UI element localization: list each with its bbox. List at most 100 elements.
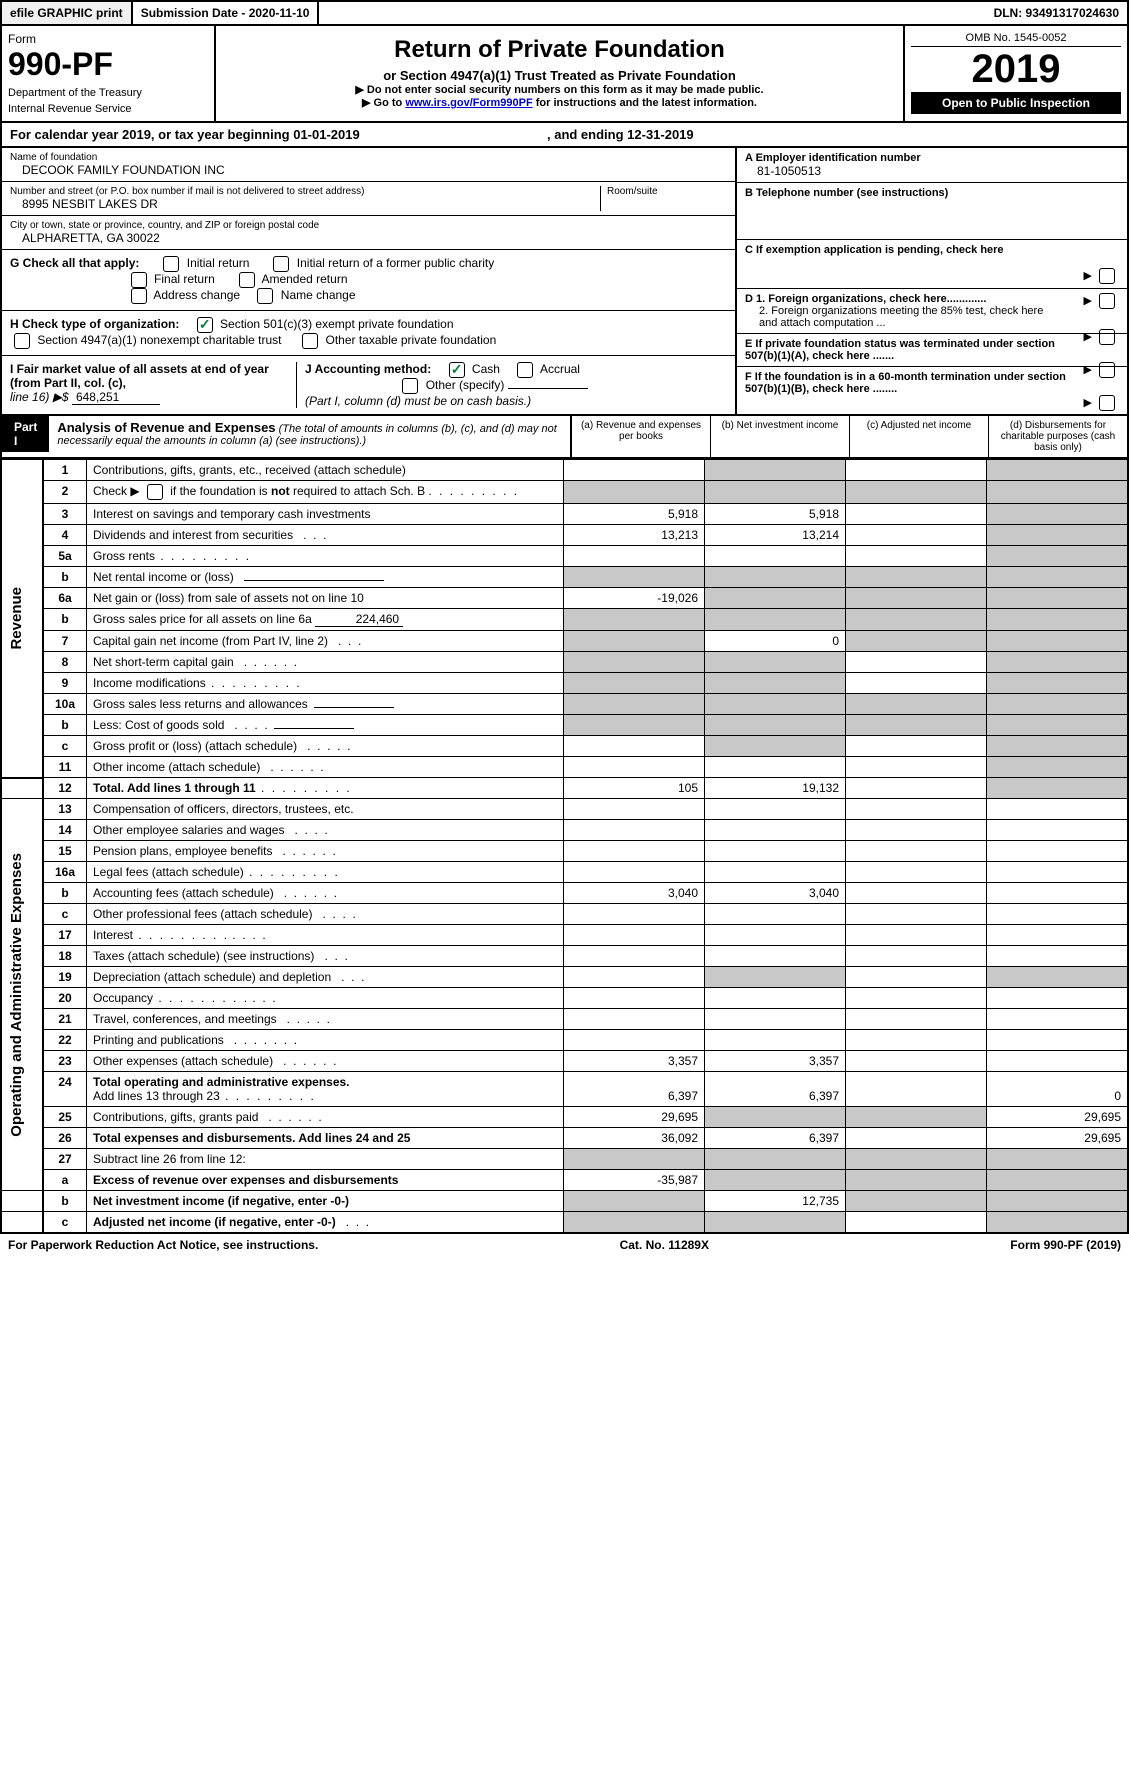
i-value: 648,251 <box>72 390 160 405</box>
l10b-input[interactable] <box>274 728 354 729</box>
accrual-checkbox[interactable] <box>517 362 533 378</box>
room-label: Room/suite <box>607 186 727 197</box>
other-taxable-label: Other taxable private foundation <box>326 333 497 347</box>
col-d-header: (d) Disbursements for charitable purpose… <box>988 416 1127 457</box>
initial-return-label: Initial return <box>187 256 250 270</box>
other-method-input[interactable] <box>508 388 588 389</box>
part1-title: Analysis of Revenue and Expenses <box>57 420 275 435</box>
name-change-checkbox[interactable] <box>257 288 273 304</box>
header-center: Return of Private Foundation or Section … <box>216 26 905 121</box>
form-subtitle: or Section 4947(a)(1) Trust Treated as P… <box>222 68 897 83</box>
instr-2: ▶ Go to www.irs.gov/Form990PF for instru… <box>222 96 897 109</box>
l9-desc: Income modifications <box>93 676 206 690</box>
l16b-b: 3,040 <box>705 883 846 904</box>
table-row: 3 Interest on savings and temporary cash… <box>1 504 1128 525</box>
table-row: c Other professional fees (attach schedu… <box>1 904 1128 925</box>
dept-treasury: Department of the Treasury <box>8 87 208 99</box>
form-number: 990-PF <box>8 46 208 83</box>
l3-b: 5,918 <box>705 504 846 525</box>
other-method-checkbox[interactable] <box>402 378 418 394</box>
l27c-desc: Adjusted net income (if negative, enter … <box>93 1215 336 1229</box>
l23-a: 3,357 <box>564 1051 705 1072</box>
l27b-b: 12,735 <box>705 1191 846 1212</box>
foundation-name: DECOOK FAMILY FOUNDATION INC <box>10 163 727 177</box>
table-row: 8 Net short-term capital gain . . . . . … <box>1 652 1128 673</box>
cash-checkbox[interactable] <box>449 362 465 378</box>
street-address: 8995 NESBIT LAKES DR <box>10 197 600 211</box>
instr-1: ▶ Do not enter social security numbers o… <box>222 83 897 96</box>
l6a-desc: Net gain or (loss) from sale of assets n… <box>87 588 564 609</box>
other-taxable-checkbox[interactable] <box>302 333 318 349</box>
table-row: 10a Gross sales less returns and allowan… <box>1 694 1128 715</box>
header-left: Form 990-PF Department of the Treasury I… <box>2 26 216 121</box>
footer-right: Form 990-PF (2019) <box>1010 1238 1121 1252</box>
l23-desc: Other expenses (attach schedule) <box>93 1054 273 1068</box>
amended-checkbox[interactable] <box>239 272 255 288</box>
table-row: 16a Legal fees (attach schedule) <box>1 862 1128 883</box>
table-row: c Gross profit or (loss) (attach schedul… <box>1 736 1128 757</box>
l19-desc: Depreciation (attach schedule) and deple… <box>93 970 331 984</box>
4947-checkbox[interactable] <box>14 333 30 349</box>
table-row: 11 Other income (attach schedule) . . . … <box>1 757 1128 778</box>
d1-label: D 1. Foreign organizations, check here..… <box>745 293 986 305</box>
l3-desc: Interest on savings and temporary cash i… <box>87 504 564 525</box>
table-row: b Net rental income or (loss) <box>1 567 1128 588</box>
efile-button[interactable]: efile GRAPHIC print <box>2 2 133 24</box>
l2-checkbox[interactable] <box>147 484 163 500</box>
addr-change-checkbox[interactable] <box>131 288 147 304</box>
l10b-desc: Less: Cost of goods sold <box>93 718 224 732</box>
l16b-desc: Accounting fees (attach schedule) <box>93 886 274 900</box>
amended-label: Amended return <box>261 272 347 286</box>
calendar-year-row: For calendar year 2019, or tax year begi… <box>0 123 1129 148</box>
table-row: 24 Total operating and administrative ex… <box>1 1072 1128 1107</box>
other-method-label: Other (specify) <box>426 378 505 392</box>
l5b-input[interactable] <box>244 580 384 581</box>
table-row: b Less: Cost of goods sold . . . . <box>1 715 1128 736</box>
g-check-row: G Check all that apply: Initial return I… <box>2 250 735 311</box>
l3-a: 5,918 <box>564 504 705 525</box>
l26-d: 29,695 <box>987 1128 1129 1149</box>
l26-a: 36,092 <box>564 1128 705 1149</box>
irs-link[interactable]: www.irs.gov/Form990PF <box>405 97 532 109</box>
f-checkbox[interactable] <box>1099 395 1115 411</box>
instr-2a: ▶ Go to <box>362 97 405 109</box>
e-label: E If private foundation status was termi… <box>745 338 1075 362</box>
l12-desc: Total. Add lines 1 through 11 <box>93 781 256 795</box>
f-label: F If the foundation is in a 60-month ter… <box>745 371 1075 395</box>
d1-checkbox[interactable] <box>1099 293 1115 309</box>
initial-return-checkbox[interactable] <box>163 256 179 272</box>
table-row: 20 Occupancy . . . <box>1 988 1128 1009</box>
l8-desc: Net short-term capital gain <box>93 655 234 669</box>
l11-desc: Other income (attach schedule) <box>93 760 260 774</box>
initial-former-checkbox[interactable] <box>273 256 289 272</box>
table-row: 6a Net gain or (loss) from sale of asset… <box>1 588 1128 609</box>
j-label: J Accounting method: <box>305 362 431 376</box>
col-a-header: (a) Revenue and expenses per books <box>571 416 710 457</box>
table-row: 26 Total expenses and disbursements. Add… <box>1 1128 1128 1149</box>
l16b-a: 3,040 <box>564 883 705 904</box>
l25-desc: Contributions, gifts, grants paid <box>93 1110 258 1124</box>
table-row: 18 Taxes (attach schedule) (see instruct… <box>1 946 1128 967</box>
header-right: OMB No. 1545-0052 2019 Open to Public In… <box>905 26 1127 121</box>
l4-a: 13,213 <box>564 525 705 546</box>
c-checkbox[interactable] <box>1099 268 1115 284</box>
l6b-desc: Gross sales price for all assets on line… <box>93 612 312 626</box>
table-row: 7 Capital gain net income (from Part IV,… <box>1 631 1128 652</box>
l10a-input[interactable] <box>314 707 394 708</box>
l21-desc: Travel, conferences, and meetings <box>93 1012 277 1026</box>
initial-former-label: Initial return of a former public charit… <box>297 256 494 270</box>
name-change-label: Name change <box>281 288 356 302</box>
l6a-a: -19,026 <box>564 588 705 609</box>
table-row: Operating and Administrative Expenses 13… <box>1 799 1128 820</box>
l26-b: 6,397 <box>705 1128 846 1149</box>
l27a-desc: Excess of revenue over expenses and disb… <box>93 1173 398 1187</box>
identity-grid: Name of foundation DECOOK FAMILY FOUNDAT… <box>0 148 1129 416</box>
l10a-desc: Gross sales less returns and allowances <box>93 697 308 711</box>
instr-2b: for instructions and the latest informat… <box>533 97 757 109</box>
omb-number: OMB No. 1545-0052 <box>911 32 1121 47</box>
501c3-checkbox[interactable] <box>197 317 213 333</box>
table-row: 9 Income modifications <box>1 673 1128 694</box>
i-line: line 16) ▶$ <box>10 390 69 404</box>
tax-year: 2019 <box>911 47 1121 92</box>
final-return-checkbox[interactable] <box>131 272 147 288</box>
